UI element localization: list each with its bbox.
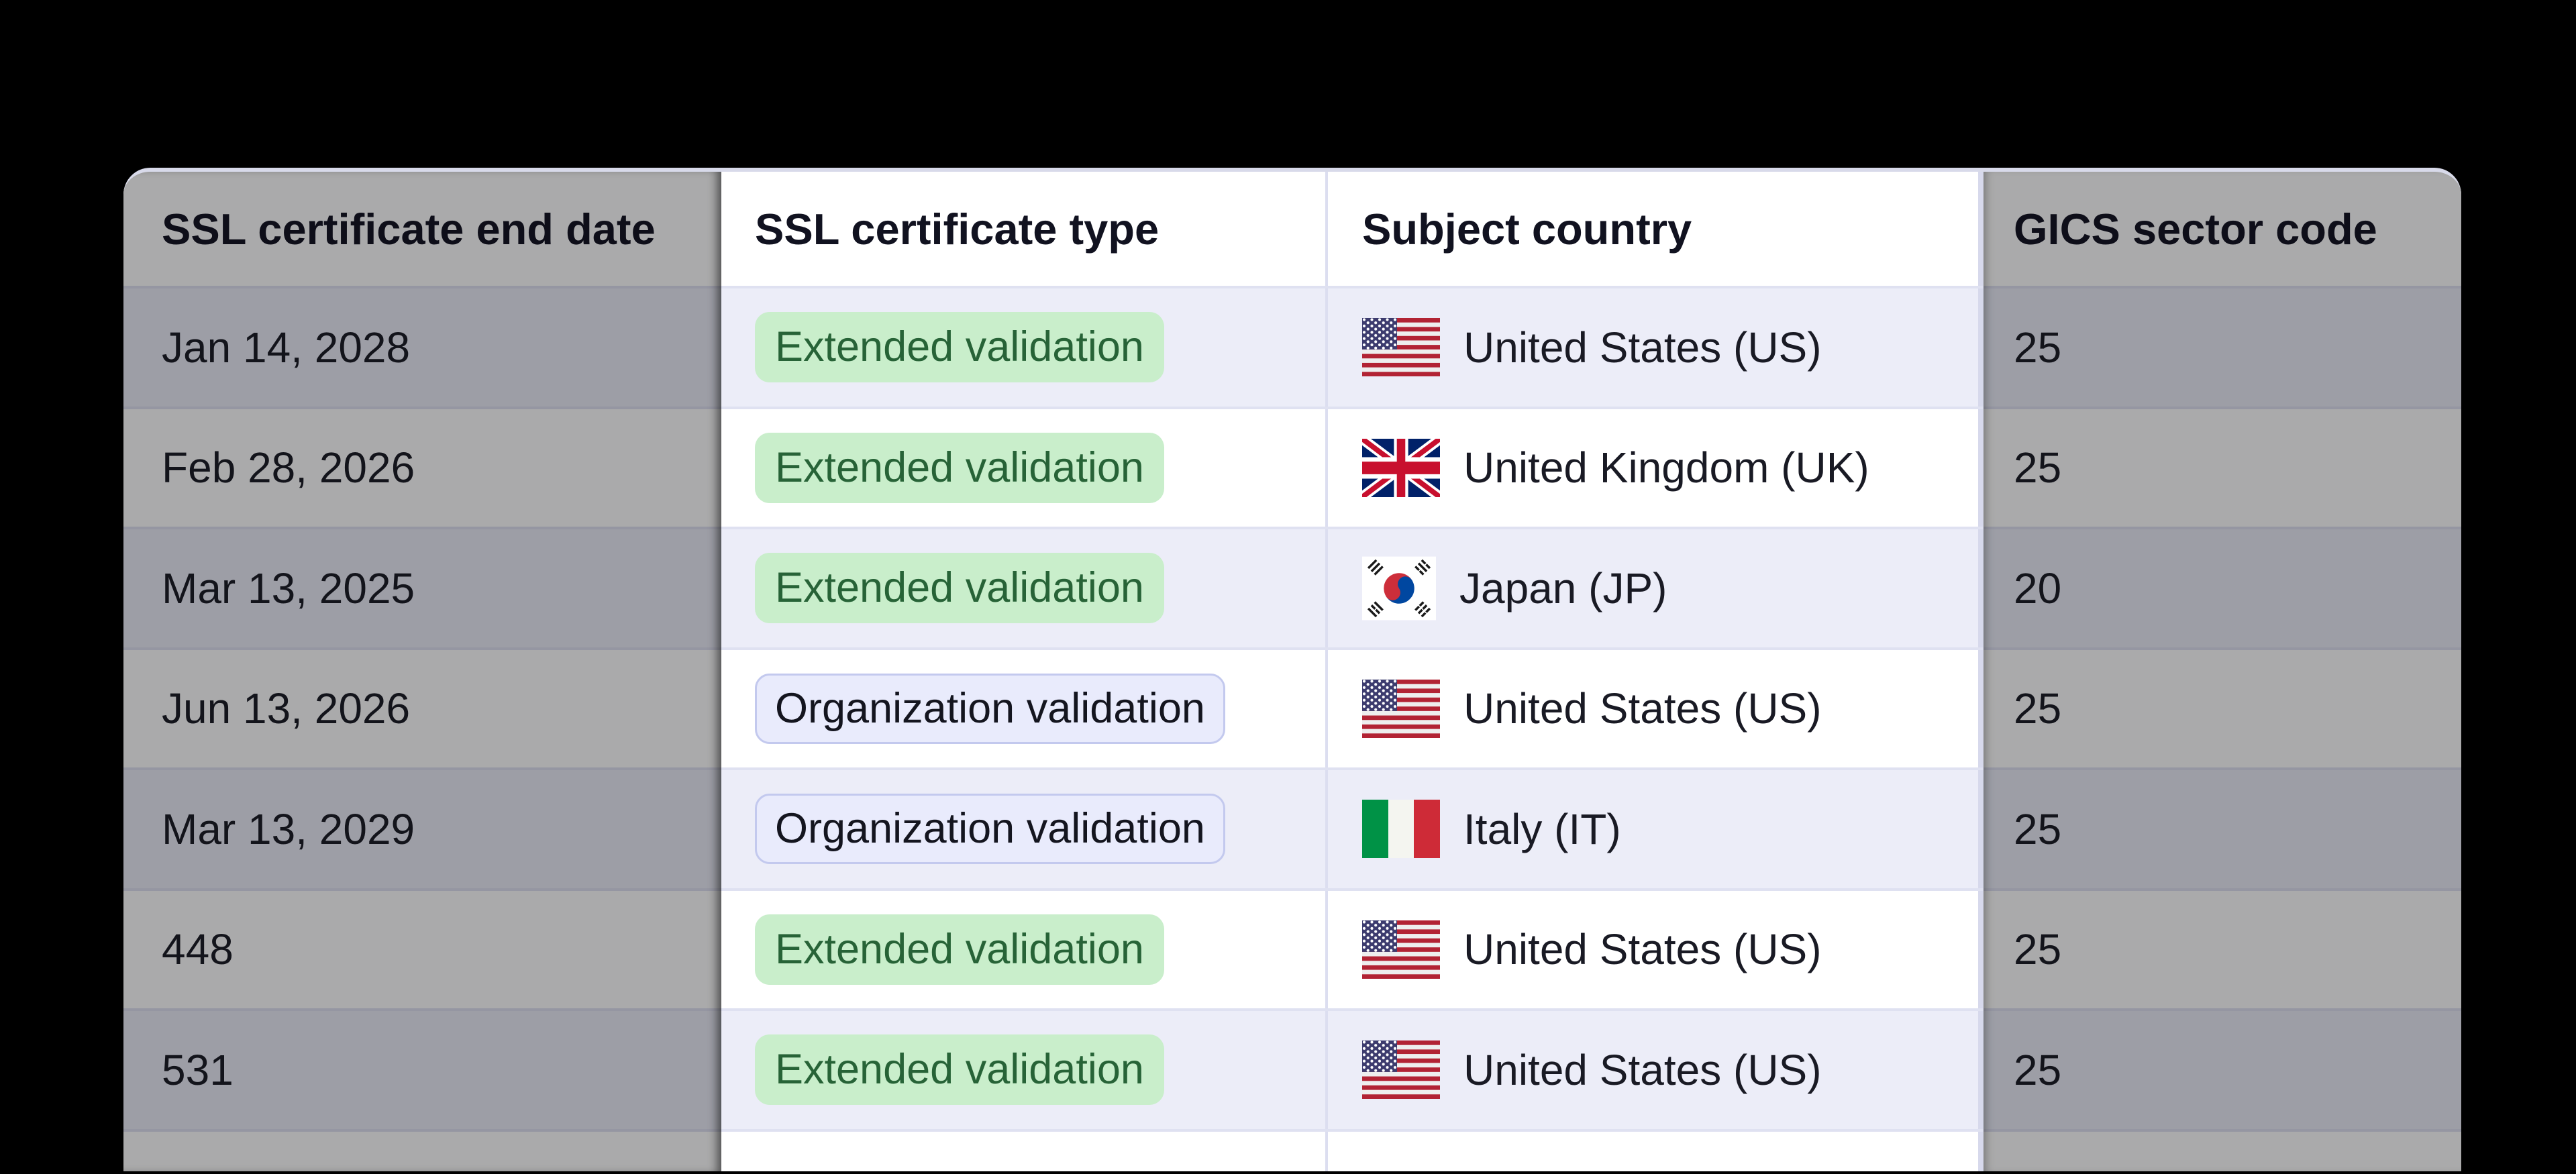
table-header-row: SSL certificate end date SSL certificate… [123,172,2461,288]
cert-type-badge: Extended validation [755,914,1164,985]
cert-type-cell: Extended validation [721,1011,1325,1129]
gics-cell: 20 [1978,529,2461,647]
table-row[interactable]: Jun 13, 2026 Organization validation Uni… [123,649,2461,770]
us-flag-icon [1362,1040,1440,1100]
cert-type-cell [721,1132,1325,1172]
cert-type-cell: Extended validation [721,529,1325,647]
country-label: United States (US) [1463,323,1822,372]
country-label: United States (US) [1463,684,1822,733]
italy-flag-icon [1362,800,1440,859]
country-label: Japan (JP) [1459,564,1667,612]
end-date-cell: Jan 14, 2028 [162,323,411,372]
table-row[interactable] [123,1131,2461,1172]
ssl-certificates-table: SSL certificate end date SSL certificate… [123,168,2461,1171]
column-header-ssl-type[interactable]: SSL certificate type [755,204,1160,254]
country-cell: United States (US) [1325,890,1978,1008]
table-row[interactable]: Mar 13, 2029 Organization validation Ita… [123,770,2461,891]
column-header-subject-country[interactable]: Subject country [1325,172,1978,286]
country-label: United States (US) [1463,1045,1822,1094]
gics-cell: 25 [1978,1011,2461,1129]
gics-cell: 25 [1978,288,2461,407]
column-header-gics-sector[interactable]: GICS sector code [1978,172,2461,286]
cert-type-cell: Extended validation [721,891,1325,1009]
table-row[interactable]: Mar 13, 2025 Extended validation [123,529,2461,650]
cert-type-badge: Extended validation [755,1034,1164,1106]
cert-type-cell: Extended validation [721,288,1325,407]
end-date-cell: Mar 13, 2029 [162,804,415,853]
gics-cell: 25 [1978,890,2461,1008]
cert-type-badge: Extended validation [755,553,1164,624]
us-flag-icon [1362,679,1440,738]
end-date-cell [123,1132,721,1172]
country-cell: Italy (IT) [1325,770,1978,888]
end-date-cell: Jun 13, 2026 [162,684,411,733]
table-row[interactable]: 448 Extended validation United States (U… [123,890,2461,1011]
table-row[interactable]: 531 Extended validation United States (U… [123,1011,2461,1132]
table-row[interactable]: Jan 14, 2028 Extended validation United … [123,288,2461,409]
cert-type-badge: Extended validation [755,432,1164,503]
end-date-cell: Mar 13, 2025 [162,564,415,612]
us-flag-icon [1362,920,1440,979]
end-date-cell: Feb 28, 2026 [162,443,415,492]
country-cell: United States (US) [1325,649,1978,767]
cert-type-badge: Organization validation [755,794,1225,865]
column-header-ssl-end-date[interactable]: SSL certificate end date [162,204,656,254]
country-cell: United States (US) [1325,288,1978,407]
end-date-cell: 531 [162,1045,234,1094]
gics-cell: 25 [1978,770,2461,888]
cert-type-badge: Extended validation [755,312,1164,383]
uk-flag-icon [1362,438,1440,497]
cert-type-cell: Extended validation [721,409,1325,527]
gics-cell [1978,1131,2461,1171]
gics-cell: 25 [1978,409,2461,527]
country-cell [1325,1131,1978,1171]
cert-type-cell: Organization validation [721,650,1325,768]
cert-type-badge: Organization validation [755,673,1225,744]
country-cell: Japan (JP) [1325,529,1978,647]
country-cell: United States (US) [1325,1011,1978,1129]
table-row[interactable]: Feb 28, 2026 Extended validation United … [123,409,2461,529]
country-label: United States (US) [1463,925,1822,974]
cert-type-cell: Organization validation [721,770,1325,888]
us-flag-icon [1362,318,1440,377]
country-label: United Kingdom (UK) [1463,443,1869,492]
gics-cell: 25 [1978,649,2461,767]
south-korea-flag-icon [1362,556,1436,621]
country-label: Italy (IT) [1463,804,1621,853]
country-cell: United Kingdom (UK) [1325,409,1978,527]
end-date-cell: 448 [162,925,234,974]
